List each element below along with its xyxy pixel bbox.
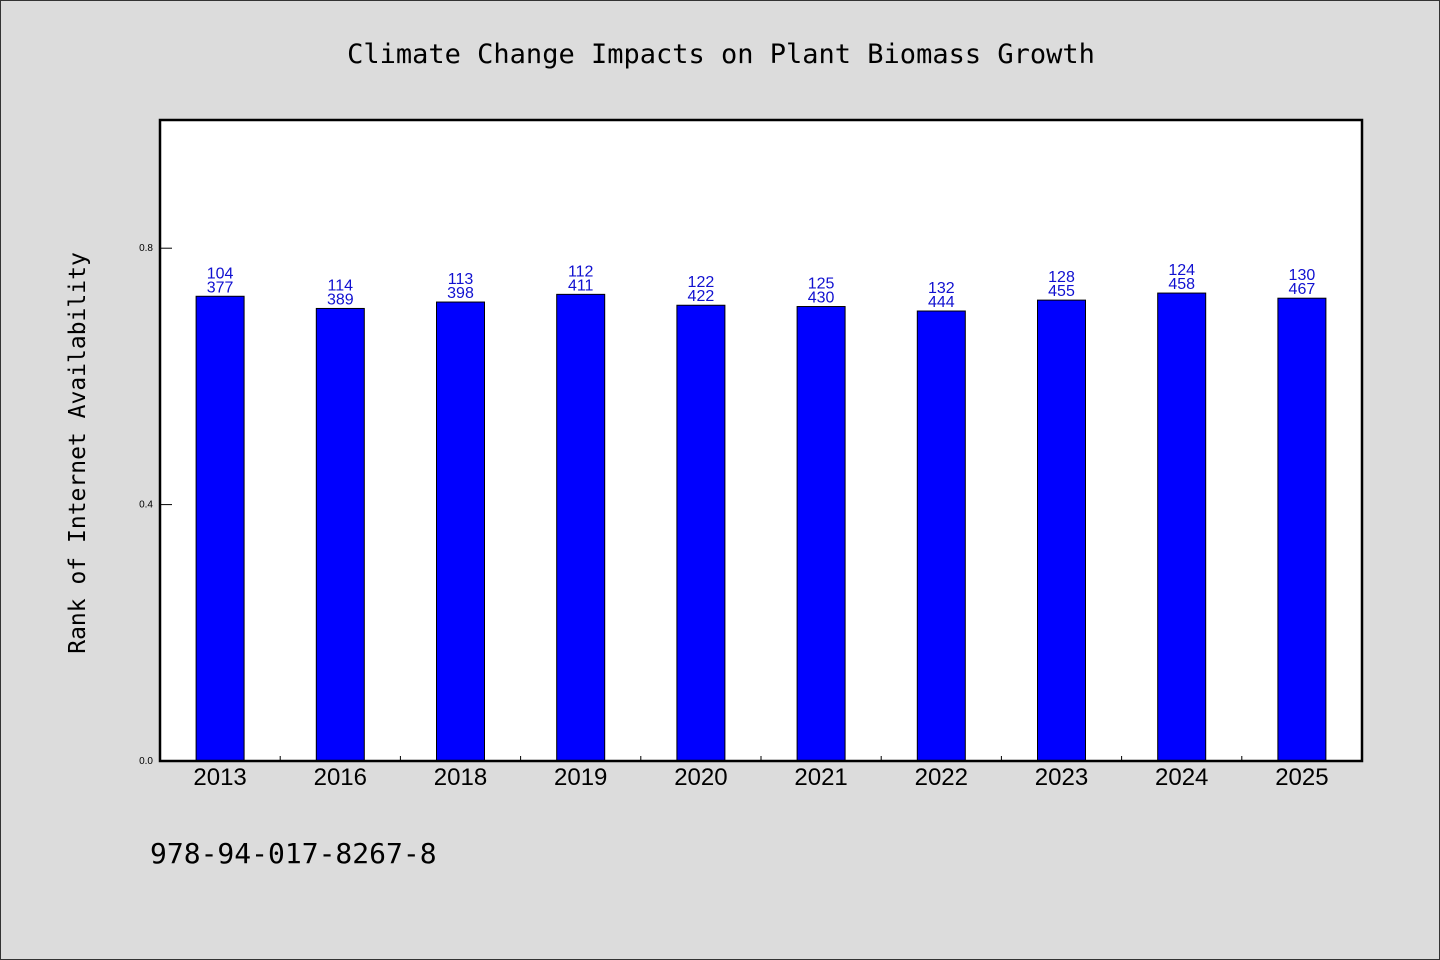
footnote-text: 978-94-017-8267-8 (150, 837, 437, 870)
x-tick-label-2025: 2025 (1275, 764, 1328, 791)
y-tick-label: 0.0 (139, 756, 153, 767)
bars-group (195, 292, 1327, 762)
data-label-bottom-2016: 389 (327, 291, 354, 308)
chart-title: Climate Change Impacts on Plant Biomass … (347, 39, 1095, 70)
bar-2013 (195, 295, 245, 762)
data-label-bottom-2019: 411 (568, 277, 594, 294)
data-label-top-2024: 124 (1168, 262, 1195, 279)
data-label-bottom-2023: 455 (1048, 283, 1075, 300)
x-tick-label-2024: 2024 (1155, 764, 1208, 791)
data-label-bottom-2025: 467 (1289, 281, 1316, 298)
data-label-top-2018: 113 (448, 271, 474, 288)
y-tick-label: 0.4 (139, 500, 153, 511)
bar-2020 (676, 304, 726, 762)
bar-2023 (1037, 299, 1086, 762)
x-tick-label-2018: 2018 (434, 764, 487, 791)
bar-2018 (436, 301, 485, 762)
x-axis: 2013 2016 2018 2019 2020 2021 2022 2023 2024 2025 (193, 756, 1329, 791)
bar-2022 (916, 310, 966, 762)
bar-2019 (556, 293, 606, 762)
data-label-bottom-2013: 377 (207, 279, 234, 296)
x-tick-label-2020: 2020 (674, 764, 727, 791)
x-tick-label-2013: 2013 (193, 764, 246, 791)
x-tick-label-2021: 2021 (794, 764, 847, 791)
data-label-top-2013: 104 (207, 265, 234, 282)
data-label-top-2019: 112 (568, 263, 594, 280)
plot-frame (158, 118, 1364, 763)
data-label-bottom-2018: 398 (447, 285, 474, 302)
bar-2024 (1157, 292, 1207, 762)
data-label-bottom-2021: 430 (808, 290, 835, 307)
x-tick-label-2016: 2016 (314, 764, 367, 791)
data-label-top-2022: 132 (928, 280, 955, 297)
y-tick-label: 0.8 (139, 243, 153, 254)
data-label-top-2020: 122 (688, 274, 715, 291)
x-tick-label-2023: 2023 (1035, 764, 1088, 791)
data-label-bottom-2022: 444 (928, 294, 955, 311)
data-label-top-2023: 128 (1048, 269, 1075, 286)
data-label-top-2021: 125 (808, 276, 835, 293)
data-label-bottom-2020: 422 (688, 288, 715, 305)
x-tick-label-2022: 2022 (915, 764, 968, 791)
data-label-top-2016: 114 (328, 277, 354, 294)
data-label-top-2025: 130 (1289, 267, 1316, 284)
bar-2016 (315, 307, 365, 762)
y-axis-label: Rank of Internet Availability (65, 252, 91, 654)
x-tick-label-2019: 2019 (554, 764, 607, 791)
data-label-bottom-2024: 458 (1168, 276, 1195, 293)
bar-2025 (1277, 297, 1327, 762)
bar-2021 (796, 306, 846, 762)
